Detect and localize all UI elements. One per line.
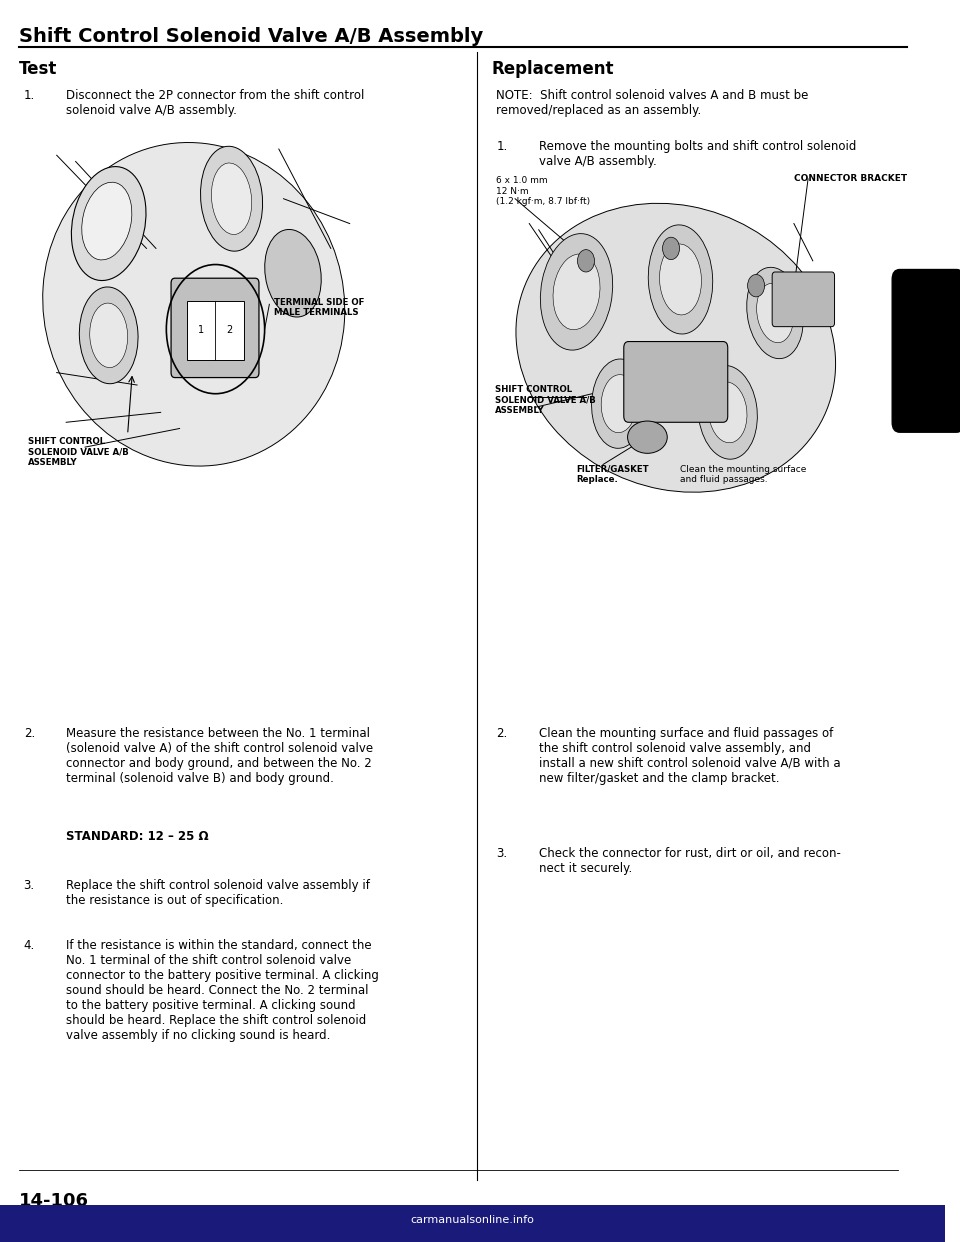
- Text: 6 x 1.0 mm
12 N·m
(1.2 kgf·m, 8.7 lbf·ft): 6 x 1.0 mm 12 N·m (1.2 kgf·m, 8.7 lbf·ft…: [496, 176, 590, 206]
- Ellipse shape: [89, 303, 128, 368]
- Text: Replacement: Replacement: [492, 60, 614, 77]
- FancyBboxPatch shape: [624, 342, 728, 422]
- Ellipse shape: [553, 255, 600, 329]
- Text: Clean the mounting surface
and fluid passages.: Clean the mounting surface and fluid pas…: [681, 465, 806, 484]
- Ellipse shape: [591, 359, 646, 448]
- Ellipse shape: [648, 225, 712, 334]
- FancyBboxPatch shape: [892, 270, 960, 432]
- Ellipse shape: [698, 365, 757, 460]
- Text: SHIFT CONTROL
SOLENOID VALVE A/B
ASSEMBLY: SHIFT CONTROL SOLENOID VALVE A/B ASSEMBL…: [495, 385, 596, 415]
- Text: SHIFT CONTROL
SOLENOID VALVE A/B
ASSEMBLY: SHIFT CONTROL SOLENOID VALVE A/B ASSEMBL…: [29, 437, 129, 467]
- Text: 4.: 4.: [24, 939, 35, 951]
- Ellipse shape: [211, 163, 252, 235]
- Text: 3.: 3.: [496, 847, 507, 859]
- Bar: [0, 1205, 945, 1242]
- Text: If the resistance is within the standard, connect the
No. 1 terminal of the shif: If the resistance is within the standard…: [66, 939, 379, 1042]
- Ellipse shape: [756, 283, 793, 343]
- Text: Check the connector for rust, dirt or oil, and recon-
nect it securely.: Check the connector for rust, dirt or oi…: [539, 847, 841, 876]
- Ellipse shape: [265, 230, 322, 317]
- Text: TERMINAL SIDE OF
MALE TERMINALS: TERMINAL SIDE OF MALE TERMINALS: [275, 298, 365, 318]
- Ellipse shape: [82, 183, 132, 260]
- Ellipse shape: [628, 421, 667, 453]
- Ellipse shape: [708, 381, 747, 443]
- Text: carmanualsonline.info: carmanualsonline.info: [411, 1215, 535, 1225]
- Text: Disconnect the 2P connector from the shift control
solenoid valve A/B assembly.: Disconnect the 2P connector from the shi…: [66, 89, 365, 118]
- Circle shape: [662, 237, 680, 260]
- Ellipse shape: [747, 267, 804, 359]
- Text: Test: Test: [19, 60, 58, 77]
- Text: Clean the mounting surface and fluid passages of
the shift control solenoid valv: Clean the mounting surface and fluid pas…: [539, 727, 840, 785]
- FancyBboxPatch shape: [772, 272, 834, 327]
- Ellipse shape: [516, 204, 835, 492]
- Ellipse shape: [660, 243, 702, 315]
- FancyBboxPatch shape: [171, 278, 259, 378]
- Text: 1.: 1.: [24, 89, 35, 102]
- Text: Replace the shift control solenoid valve assembly if
the resistance is out of sp: Replace the shift control solenoid valve…: [66, 879, 370, 908]
- Ellipse shape: [201, 147, 263, 251]
- Text: 1.: 1.: [496, 140, 508, 153]
- Ellipse shape: [43, 143, 345, 466]
- Text: 14-106: 14-106: [19, 1192, 89, 1210]
- Bar: [187, 301, 244, 360]
- Text: 2.: 2.: [24, 727, 35, 739]
- Text: STANDARD: 12 – 25 Ω: STANDARD: 12 – 25 Ω: [66, 830, 208, 842]
- Text: Shift Control Solenoid Valve A/B Assembly: Shift Control Solenoid Valve A/B Assembl…: [19, 27, 483, 46]
- Ellipse shape: [601, 375, 636, 432]
- Text: NOTE:  Shift control solenoid valves A and B must be
removed/replaced as an asse: NOTE: Shift control solenoid valves A an…: [496, 89, 808, 118]
- Text: FILTER/GASKET
Replace.: FILTER/GASKET Replace.: [577, 465, 649, 484]
- Ellipse shape: [71, 166, 146, 281]
- Text: 2: 2: [227, 325, 232, 335]
- Text: 2.: 2.: [496, 727, 508, 739]
- Text: CONNECTOR BRACKET: CONNECTOR BRACKET: [794, 174, 907, 183]
- Ellipse shape: [80, 287, 138, 384]
- Ellipse shape: [540, 233, 612, 350]
- Text: 1: 1: [199, 325, 204, 335]
- Text: Remove the mounting bolts and shift control solenoid
valve A/B assembly.: Remove the mounting bolts and shift cont…: [539, 140, 856, 169]
- Circle shape: [748, 274, 764, 297]
- Text: 3.: 3.: [24, 879, 35, 892]
- Text: Measure the resistance between the No. 1 terminal
(solenoid valve A) of the shif: Measure the resistance between the No. 1…: [66, 727, 373, 785]
- Circle shape: [578, 250, 594, 272]
